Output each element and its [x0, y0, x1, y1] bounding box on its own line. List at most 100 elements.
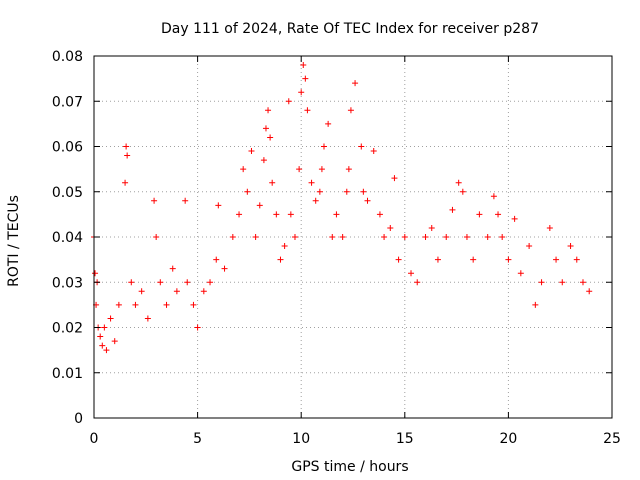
data-point	[567, 243, 574, 250]
data-point	[490, 193, 497, 200]
data-point	[449, 206, 456, 213]
y-tick-label: 0.05	[52, 185, 83, 201]
data-point	[269, 179, 276, 186]
data-point	[240, 166, 247, 173]
data-point	[320, 143, 327, 150]
data-point	[296, 166, 303, 173]
data-point	[298, 89, 305, 96]
data-point	[360, 188, 367, 195]
data-point	[213, 256, 220, 263]
data-point	[151, 197, 158, 204]
data-point	[538, 279, 545, 286]
data-point	[345, 166, 352, 173]
data-point	[546, 224, 553, 231]
chart-title: Day 111 of 2024, Rate Of TEC Index for r…	[161, 21, 539, 37]
axis-ticks: 0 5 10 15 20 25 0 0.01 0.02 0.03 0.04 0.05 0.06 0.07 0…	[52, 49, 621, 447]
data-point	[99, 342, 106, 349]
data-point	[262, 125, 269, 132]
data-point	[173, 288, 180, 295]
data-point	[267, 134, 274, 141]
data-point	[376, 211, 383, 218]
data-point	[579, 279, 586, 286]
data-point	[132, 301, 139, 308]
y-tick-label: 0.01	[52, 366, 83, 382]
data-point	[308, 179, 315, 186]
data-point	[414, 279, 421, 286]
data-point	[157, 279, 164, 286]
data-point	[265, 107, 272, 114]
x-tick-label: 5	[193, 431, 202, 447]
data-point	[495, 211, 502, 218]
data-point	[163, 301, 170, 308]
data-point	[505, 256, 512, 263]
data-point	[343, 188, 350, 195]
plot-area-frame	[93, 55, 613, 419]
data-point	[287, 211, 294, 218]
data-point	[455, 179, 462, 186]
data-point	[277, 256, 284, 263]
data-point	[144, 315, 151, 322]
data-point	[103, 347, 110, 354]
data-point	[526, 243, 533, 250]
data-point	[190, 301, 197, 308]
data-point	[395, 256, 402, 263]
data-point	[532, 301, 539, 308]
data-point	[256, 202, 263, 209]
data-points	[91, 62, 593, 354]
data-point	[123, 143, 130, 150]
data-point	[111, 338, 118, 345]
data-point	[215, 202, 222, 209]
y-tick-label: 0.02	[52, 321, 83, 337]
data-point	[352, 80, 359, 87]
y-tick-label: 0.08	[52, 49, 83, 65]
data-point	[194, 324, 201, 331]
data-point	[182, 197, 189, 204]
data-point	[381, 234, 388, 240]
data-point	[236, 211, 243, 218]
data-point	[304, 107, 311, 114]
data-point	[347, 107, 354, 114]
x-tick-label: 20	[499, 431, 517, 447]
x-tick-label: 10	[292, 431, 310, 447]
data-point	[329, 234, 336, 240]
data-point	[408, 270, 415, 277]
data-point	[138, 288, 145, 295]
data-point	[484, 234, 491, 240]
data-point	[511, 215, 518, 222]
data-point	[184, 279, 191, 286]
data-point	[422, 234, 429, 240]
data-point	[302, 75, 309, 82]
data-point	[370, 148, 377, 155]
data-point	[312, 197, 319, 204]
data-point	[107, 315, 114, 322]
data-point	[200, 288, 207, 295]
data-point	[122, 179, 129, 186]
data-point	[459, 188, 466, 195]
data-point	[559, 279, 566, 286]
data-point	[169, 265, 176, 272]
data-point	[244, 188, 251, 195]
data-point	[115, 301, 122, 308]
data-point	[470, 256, 477, 263]
data-point	[97, 333, 104, 340]
data-point	[517, 270, 524, 277]
data-point	[101, 324, 108, 331]
data-point	[463, 234, 470, 240]
data-point	[285, 98, 292, 105]
data-point	[229, 234, 236, 240]
x-axis-label: GPS time / hours	[291, 459, 408, 475]
data-point	[153, 234, 160, 240]
data-point	[207, 279, 214, 286]
data-point	[333, 211, 340, 218]
data-point	[401, 234, 408, 240]
x-tick-label: 25	[603, 431, 621, 447]
data-point	[358, 143, 365, 150]
data-point	[476, 211, 483, 218]
x-tick-label: 0	[90, 431, 99, 447]
y-tick-label: 0.03	[52, 275, 83, 291]
data-point	[92, 270, 99, 277]
data-point	[325, 120, 332, 127]
y-axis-label: ROTI / TECUs	[6, 195, 22, 287]
data-point	[291, 234, 298, 240]
data-point	[318, 166, 325, 173]
